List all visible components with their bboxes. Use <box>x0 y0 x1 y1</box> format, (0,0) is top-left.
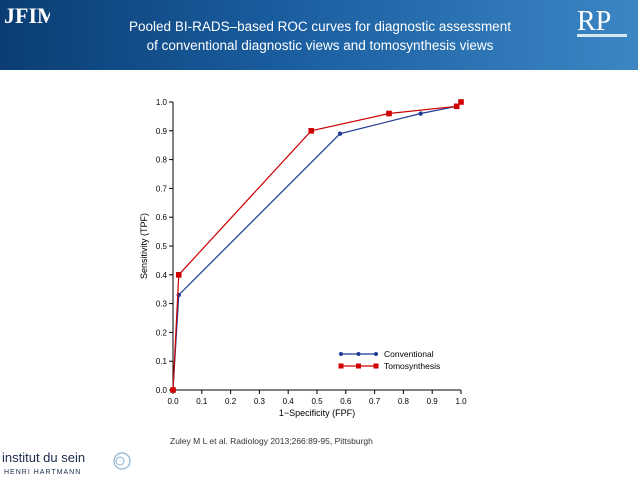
tomosynthesis-point <box>453 103 460 110</box>
chart-legend: Conventional Tomosynthesis <box>338 349 440 371</box>
y-tick-label: 0.2 <box>156 328 168 337</box>
x-tick-label: 0.5 <box>311 397 323 406</box>
tomosynthesis-point <box>170 387 176 393</box>
series-layer <box>170 99 464 393</box>
x-tick-label: 0.9 <box>427 397 439 406</box>
slide-header: JFIM Pooled BI-RADS–based ROC curves for… <box>0 0 638 70</box>
y-tick-label: 0.7 <box>156 184 168 193</box>
tomosynthesis-legend-label: Tomosynthesis <box>384 361 440 371</box>
x-tick-labels: 0.0 0.1 0.2 0.3 0.4 0.5 0.6 0.7 0.8 0.9 1.0 <box>167 390 467 406</box>
rp-logo: RP <box>577 6 627 37</box>
y-tick-label: 0.4 <box>156 271 168 280</box>
tomosynthesis-point <box>175 272 182 278</box>
x-tick-label: 1.0 <box>455 397 467 406</box>
x-tick-label: 0.4 <box>283 397 295 406</box>
y-tick-label: 0.1 <box>156 357 168 366</box>
tomosynthesis-legend-marker <box>373 363 379 369</box>
x-tick-label: 0.0 <box>167 397 179 406</box>
x-tick-label: 0.8 <box>398 397 410 406</box>
institut-du-sein-logo: institut du sein HENRI HARTMANN <box>2 450 131 476</box>
conventional-line <box>172 101 462 391</box>
y-tick-label: 0.5 <box>156 242 168 251</box>
tomosynthesis-point <box>308 128 315 134</box>
x-tick-label: 0.2 <box>225 397 237 406</box>
svg-text:institut du sein: institut du sein <box>2 450 85 465</box>
y-tick-labels: 0.0 0.1 0.2 0.3 0.4 0.5 0.6 0.7 0.8 0.9 1.0 <box>156 98 173 395</box>
y-tick-label: 0.3 <box>156 300 168 309</box>
title-line-2: of conventional diagnostic views and tom… <box>146 38 494 53</box>
tomosynthesis-point <box>386 110 392 117</box>
tomosynthesis-point <box>458 99 464 105</box>
roc-chart: 0.0 0.1 0.2 0.3 0.4 0.5 0.6 0.7 0.8 0.9 1.0 0.0 0.1… <box>139 98 467 418</box>
y-tick-label: 0.0 <box>156 386 168 395</box>
slide-title: Pooled BI-RADS–based ROC curves for diag… <box>100 17 540 55</box>
conventional-point <box>418 111 423 116</box>
svg-text:JFIM: JFIM <box>4 3 50 28</box>
tomosynthesis-legend-marker <box>356 363 361 369</box>
title-line-1: Pooled BI-RADS–based ROC curves for diag… <box>129 19 511 34</box>
y-tick-label: 1.0 <box>156 98 168 107</box>
x-tick-label: 0.1 <box>196 397 208 406</box>
y-axis-label: Sensitivity (TPF) <box>139 213 149 279</box>
x-tick-label: 0.3 <box>254 397 266 406</box>
jfim-logo-caption-decoration <box>54 3 124 9</box>
svg-text:HENRI HARTMANN: HENRI HARTMANN <box>4 469 81 476</box>
y-tick-label: 0.9 <box>156 127 168 136</box>
conventional-legend-marker <box>374 352 378 356</box>
y-tick-label: 0.8 <box>156 156 168 165</box>
conventional-legend-marker <box>356 352 361 356</box>
citation: Zuley M L et al. Radiology 2013;266:89-9… <box>170 436 373 446</box>
svg-text:RP: RP <box>577 6 611 37</box>
conventional-legend-label: Conventional <box>384 349 434 359</box>
tomosynthesis-legend-marker <box>338 363 344 369</box>
y-tick-label: 0.6 <box>156 213 168 222</box>
jfim-logo: JFIM <box>4 3 50 28</box>
x-tick-label: 0.6 <box>340 397 352 406</box>
x-axis-label: 1−Specificity (FPF) <box>279 408 355 418</box>
conventional-legend-marker <box>339 352 343 356</box>
tomosynthesis-line <box>172 101 462 391</box>
conventional-point <box>337 131 343 136</box>
x-tick-label: 0.7 <box>369 397 381 406</box>
